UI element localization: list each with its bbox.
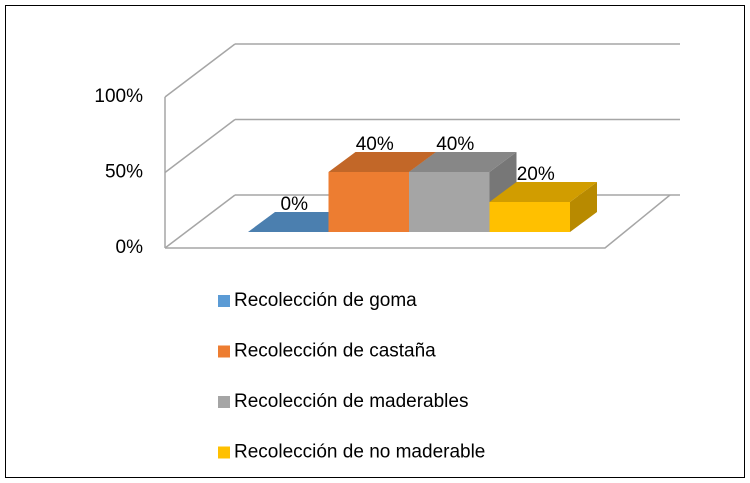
bar-top	[409, 152, 517, 172]
grid-line	[164, 118, 236, 174]
legend-swatch	[218, 396, 230, 408]
bar-front	[489, 202, 570, 232]
y-tick-label: 0%	[116, 237, 144, 258]
legend-label: Recolección de maderables	[234, 391, 468, 412]
grid-line	[164, 194, 236, 249]
bar-top	[489, 182, 597, 202]
legend-swatch	[218, 295, 230, 307]
bar-top	[328, 152, 436, 172]
bar-front	[328, 172, 409, 232]
floor	[165, 194, 671, 249]
legend-label: Recolección de no maderable	[234, 442, 485, 463]
legend-swatch	[218, 446, 230, 459]
grid-line	[164, 43, 236, 98]
legend-label: Recolección de goma	[234, 290, 417, 311]
data-label: 20%	[517, 164, 555, 185]
legend-label: Recolección de castaña	[234, 341, 436, 362]
bar-side	[570, 182, 597, 232]
data-label: 0%	[281, 194, 309, 215]
bar-front	[409, 172, 490, 232]
chart-border	[5, 5, 745, 478]
data-label: 40%	[436, 134, 474, 155]
data-label: 40%	[356, 134, 394, 155]
legend-swatch	[218, 345, 230, 358]
y-tick-label: 100%	[94, 86, 143, 107]
y-tick-label: 50%	[105, 162, 143, 183]
